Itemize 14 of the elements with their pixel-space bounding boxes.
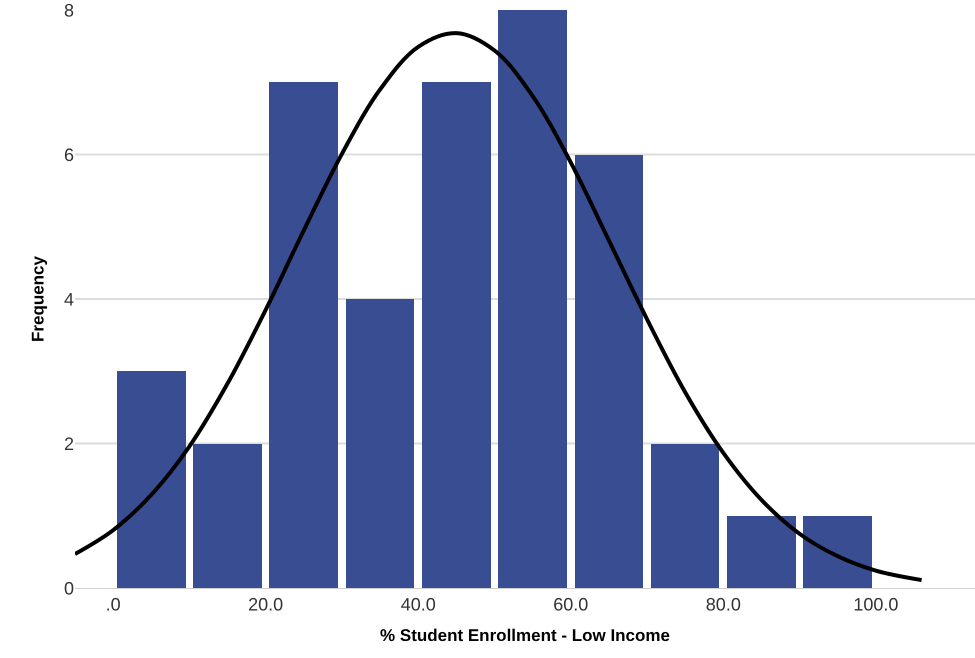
- y-axis-title: Frequency: [28, 255, 48, 342]
- y-tick-label: 4: [64, 289, 74, 310]
- x-tick-label: 20.0: [248, 594, 284, 615]
- x-tick-label: 40.0: [400, 594, 436, 615]
- y-tick-label: 6: [64, 144, 74, 165]
- y-tick-label: 0: [64, 578, 74, 598]
- x-tick-label: .0: [106, 594, 121, 615]
- x-axis-title: % Student Enrollment - Low Income: [380, 626, 670, 645]
- line-series: [75, 31, 924, 582]
- y-tick-label: 8: [64, 0, 74, 20]
- x-tick-label: 60.0: [553, 594, 588, 615]
- x-tick-label: 80.0: [706, 594, 741, 615]
- x-tick-label: 100.0: [853, 594, 898, 615]
- y-tick-label: 2: [64, 434, 74, 454]
